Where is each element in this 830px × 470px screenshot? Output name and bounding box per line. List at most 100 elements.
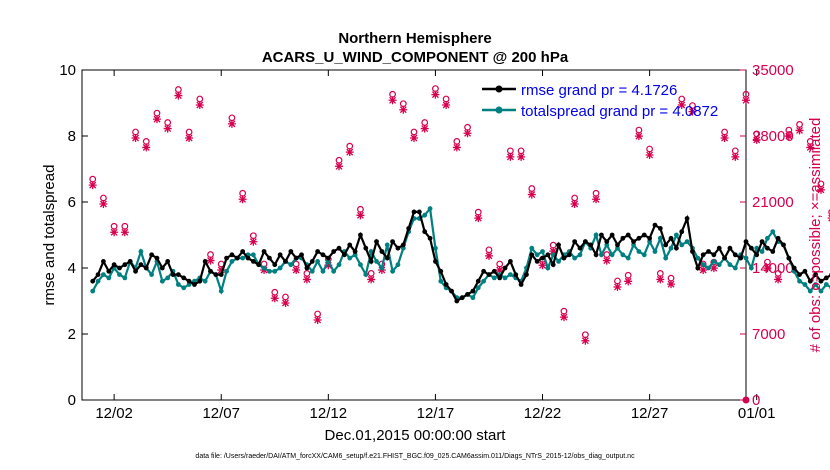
rmse-point: [261, 249, 267, 254]
rmse-point: [149, 252, 155, 258]
rmse-point: [250, 259, 256, 264]
spread-point: [599, 252, 604, 258]
rmse-point: [529, 252, 535, 258]
rmse-point: [540, 255, 545, 261]
legend-rmse-marker: [495, 85, 503, 93]
obs-possible-marker: [496, 260, 504, 268]
rmse-point: [138, 262, 144, 268]
spread-point: [315, 259, 321, 264]
obs-assimilated-marker: [292, 266, 301, 274]
rmse-point: [673, 245, 679, 251]
rmse-point: [331, 249, 337, 254]
rmse-point: [556, 242, 561, 248]
obs-assimilated-marker: [806, 143, 815, 152]
rmse-point: [507, 259, 513, 264]
rmse-point: [823, 275, 829, 281]
rmse-point: [325, 255, 331, 261]
obs-assimilated-marker: [185, 134, 194, 142]
obs-assimilated-marker: [420, 124, 429, 133]
rmse-point: [818, 278, 824, 284]
obs-assimilated-marker: [602, 256, 611, 265]
rmse-point: [358, 232, 363, 238]
y-right-tick-label: 7000: [752, 326, 785, 343]
spread-point: [716, 262, 722, 268]
spread-point: [240, 255, 246, 261]
obs-assimilated-marker: [506, 152, 515, 161]
spread-point: [577, 252, 583, 258]
spread-point: [663, 255, 669, 261]
rmse-point: [791, 265, 797, 271]
obs-assimilated-marker: [356, 211, 365, 220]
obs-assimilated-marker: [720, 134, 729, 142]
spread-point: [433, 245, 438, 251]
rmse-point: [229, 252, 235, 258]
rmse-point: [765, 245, 770, 251]
obs-possible-marker: [410, 128, 418, 136]
spread-line: [91, 205, 830, 300]
rmse-point: [384, 255, 390, 261]
rmse-point: [336, 245, 342, 251]
rmse-point: [277, 252, 283, 258]
spread-point: [507, 272, 513, 277]
obs-possible-marker: [110, 222, 118, 230]
obs-possible-marker: [571, 194, 579, 202]
obs-assimilated-marker: [688, 107, 697, 116]
rmse-point: [208, 268, 213, 274]
x-tick-label: 12/17: [417, 405, 455, 422]
rmse-point: [170, 272, 176, 277]
obs-possible-marker: [228, 114, 236, 122]
rmse-point: [395, 245, 401, 251]
rmse-point: [599, 232, 604, 238]
obs-assimilated-marker: [517, 152, 526, 161]
rmse-point: [459, 295, 465, 301]
rmse-point: [374, 239, 379, 245]
y-right-tick-label: 0: [752, 392, 760, 409]
obs-assimilated-marker: [484, 251, 493, 260]
obs-assimilated-marker: [452, 143, 461, 152]
obs-possible-marker: [731, 147, 739, 155]
rmse-point: [101, 259, 106, 264]
spread-point: [593, 232, 599, 238]
rmse-series: [90, 209, 830, 304]
obs-assimilated-marker: [795, 126, 804, 135]
rmse-point: [165, 259, 171, 264]
rmse-point: [588, 242, 594, 248]
rmse-point: [90, 278, 96, 284]
obs-possible-marker: [796, 121, 803, 128]
obs-assimilated-marker: [88, 181, 97, 190]
rmse-point: [368, 259, 374, 264]
obs-possible-marker: [207, 251, 214, 258]
spread-point: [358, 262, 363, 268]
x-tick-label: 12/02: [95, 405, 133, 422]
obs-possible-marker: [453, 138, 461, 145]
spread-point: [743, 255, 749, 261]
legend-rmse-label: rmse grand pr = 4.1726: [521, 82, 677, 99]
rmse-point: [218, 272, 224, 277]
rmse-point: [213, 272, 219, 277]
rmse-point: [491, 268, 497, 274]
rmse-point: [679, 229, 685, 235]
obs-assimilated-marker: [152, 115, 161, 124]
obs-assimilated-marker: [238, 195, 247, 204]
spread-point: [481, 278, 487, 284]
y-left-tick-label: 2: [68, 326, 76, 343]
obs-possible-marker: [399, 100, 407, 108]
y-right-tick-label: 28000: [752, 128, 794, 145]
obs-possible-marker: [506, 147, 514, 155]
obs-possible-marker: [314, 310, 322, 318]
obs-possible-marker: [656, 270, 664, 277]
spread-point: [272, 268, 278, 274]
rmse-point: [748, 245, 754, 251]
spread-point: [186, 282, 192, 287]
rmse-point: [631, 239, 636, 245]
spread-point: [759, 249, 765, 254]
obs-possible-marker: [153, 109, 161, 117]
obs-possible-marker: [592, 189, 600, 197]
obs-possible-marker: [174, 86, 182, 93]
rmse-point: [781, 242, 786, 248]
obs-possible-marker: [678, 95, 686, 103]
y-left-tick-label: 6: [68, 194, 76, 211]
obs-possible-marker: [389, 90, 396, 98]
obs-assimilated-marker: [624, 277, 633, 286]
rmse-point: [732, 252, 738, 258]
